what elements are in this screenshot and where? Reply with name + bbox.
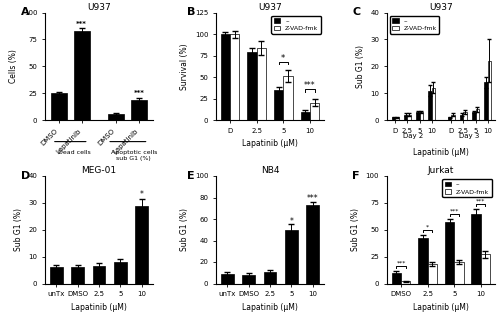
Bar <box>74 31 90 120</box>
X-axis label: Lapatinib (μM): Lapatinib (μM) <box>242 303 298 312</box>
Y-axis label: Survival (%): Survival (%) <box>180 43 189 90</box>
Title: U937: U937 <box>429 3 453 12</box>
Y-axis label: Cells (%): Cells (%) <box>10 49 18 83</box>
Y-axis label: Sub G1 (%): Sub G1 (%) <box>356 45 364 88</box>
Title: MEG-01: MEG-01 <box>82 166 116 175</box>
Title: U937: U937 <box>87 3 111 12</box>
Bar <box>396 117 398 120</box>
Bar <box>221 34 230 120</box>
Bar <box>72 267 84 284</box>
Bar <box>274 90 283 120</box>
Text: *: * <box>290 217 294 226</box>
Bar <box>284 76 292 120</box>
Text: Day 2: Day 2 <box>404 133 423 139</box>
Bar <box>256 48 266 120</box>
Bar <box>448 117 451 120</box>
Bar <box>481 255 490 284</box>
Legend: --, Z-VAD-fmk: --, Z-VAD-fmk <box>272 16 321 34</box>
Bar <box>488 61 491 120</box>
Bar <box>114 262 127 284</box>
Text: ***: *** <box>450 209 459 214</box>
Bar <box>460 115 464 120</box>
Bar <box>484 83 488 120</box>
Bar <box>416 112 420 120</box>
X-axis label: Lapatinib (μM): Lapatinib (μM) <box>413 303 469 312</box>
Bar <box>420 112 423 120</box>
Bar <box>428 90 432 120</box>
Bar <box>221 274 234 284</box>
Bar <box>51 93 67 120</box>
Bar <box>428 264 437 284</box>
Bar <box>285 230 298 284</box>
Bar <box>392 273 401 284</box>
Text: C: C <box>352 7 360 17</box>
Bar <box>445 222 454 284</box>
Bar <box>404 115 407 120</box>
Bar <box>92 266 106 284</box>
Text: *: * <box>140 191 144 199</box>
Bar <box>50 267 62 284</box>
Bar <box>451 115 454 120</box>
Bar <box>472 214 481 284</box>
Bar <box>248 52 256 120</box>
Bar <box>132 100 148 120</box>
Bar <box>432 88 435 120</box>
Bar <box>418 238 428 284</box>
Bar <box>454 262 464 284</box>
Text: F: F <box>352 171 360 180</box>
Y-axis label: Sub G1 (%): Sub G1 (%) <box>351 208 360 251</box>
Bar <box>408 115 411 120</box>
Text: ***: *** <box>134 90 145 96</box>
Bar <box>108 114 124 120</box>
X-axis label: Lapatinib (μM): Lapatinib (μM) <box>71 303 127 312</box>
Text: ***: *** <box>307 194 318 203</box>
Text: ***: *** <box>304 81 316 90</box>
Text: Day 3: Day 3 <box>460 133 479 139</box>
Legend: --, Z-VAD-fmk: --, Z-VAD-fmk <box>390 16 440 34</box>
Text: ***: *** <box>76 20 88 26</box>
Text: ***: *** <box>476 199 486 204</box>
Bar <box>464 112 467 120</box>
Bar <box>264 272 276 284</box>
Y-axis label: Sub G1 (%): Sub G1 (%) <box>14 208 23 251</box>
X-axis label: Lapatinib (μM): Lapatinib (μM) <box>413 148 469 157</box>
Title: Jurkat: Jurkat <box>428 166 454 175</box>
Bar <box>230 34 239 120</box>
Title: NB4: NB4 <box>261 166 279 175</box>
X-axis label: Lapatinib (μM): Lapatinib (μM) <box>242 139 298 148</box>
Bar <box>136 206 148 284</box>
Text: *: * <box>281 54 285 63</box>
Bar <box>401 281 410 284</box>
Text: D: D <box>21 171 30 180</box>
Bar <box>310 103 319 120</box>
Text: Apoptotic cells
sub G1 (%): Apoptotic cells sub G1 (%) <box>110 150 157 161</box>
Bar <box>306 205 319 284</box>
Text: ***: *** <box>396 261 406 266</box>
Text: Dead cells: Dead cells <box>58 150 90 155</box>
Title: U937: U937 <box>258 3 282 12</box>
Text: A: A <box>21 7 30 17</box>
Legend: --, Z-VAD-fmk: --, Z-VAD-fmk <box>442 179 492 197</box>
Text: *: * <box>426 225 429 230</box>
Bar <box>242 275 255 284</box>
Bar <box>392 117 396 120</box>
Bar <box>476 109 479 120</box>
Text: E: E <box>186 171 194 180</box>
Y-axis label: Sub G1 (%): Sub G1 (%) <box>180 208 189 251</box>
Bar <box>472 112 476 120</box>
Bar <box>300 112 310 120</box>
Text: B: B <box>186 7 195 17</box>
